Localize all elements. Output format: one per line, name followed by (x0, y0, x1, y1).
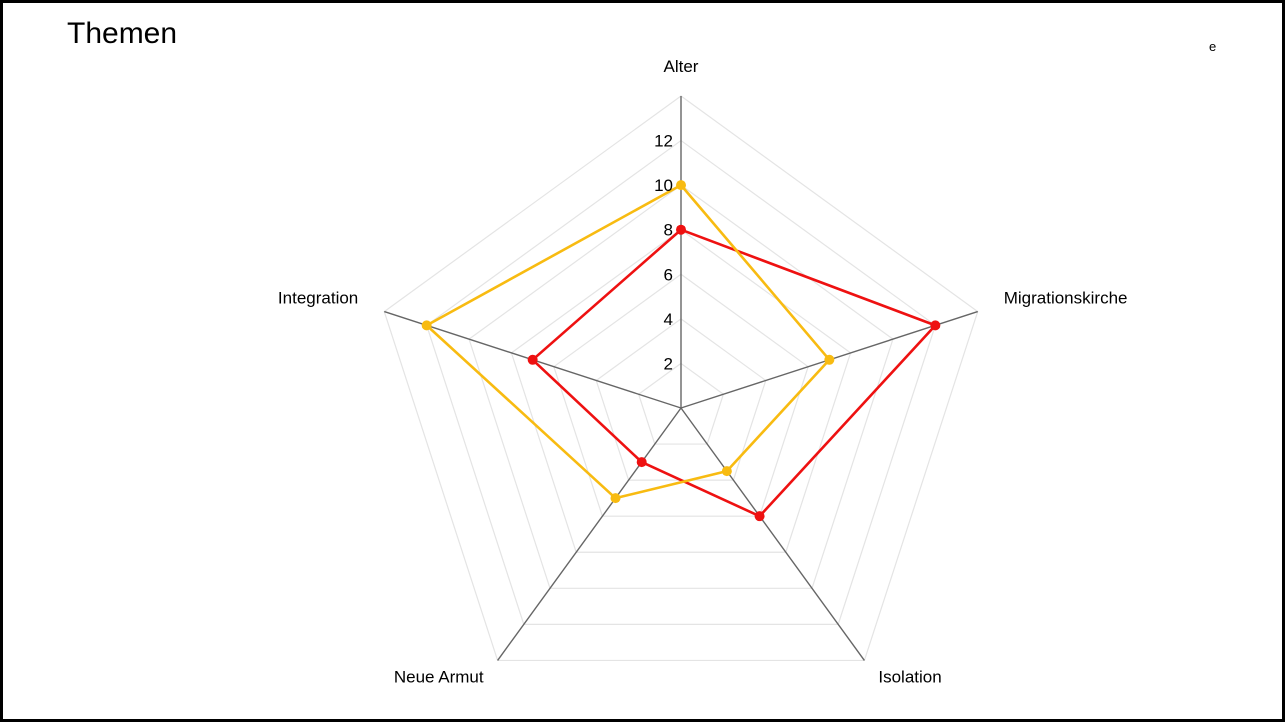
radar-series (421, 180, 941, 522)
radar-labels: 2 4 6 8 10 12 Alter Migrationskirche Isolation Ne… (278, 57, 1128, 686)
data-point (421, 320, 432, 331)
grid-ring (637, 362, 725, 445)
data-point (676, 180, 686, 191)
category-label: Isolation (878, 667, 941, 686)
grid-ring (425, 139, 937, 625)
axis-spoke (497, 407, 682, 661)
data-point (610, 493, 621, 504)
tick-label: 4 (664, 310, 673, 329)
category-label: Migrationskirche (1004, 289, 1128, 308)
radar-grid (383, 95, 979, 662)
category-label: Neue Armut (394, 667, 484, 686)
grid-ring (553, 273, 809, 517)
series-line (531, 228, 937, 518)
data-point (636, 457, 647, 468)
axis-spoke (680, 407, 865, 661)
data-point (824, 354, 835, 365)
category-label: Integration (278, 289, 358, 308)
tick-label: 12 (654, 132, 673, 151)
tick-label: 6 (664, 265, 673, 284)
data-point (754, 511, 765, 522)
tick-label: 8 (664, 221, 673, 240)
data-point (676, 224, 686, 235)
grid-ring (510, 228, 852, 553)
tick-label: 10 (654, 176, 673, 195)
page-title: Themen (67, 17, 178, 50)
corner-mark: e (1209, 39, 1217, 54)
data-point (527, 354, 538, 365)
series-line (425, 183, 831, 500)
grid-ring (383, 95, 979, 662)
data-point (930, 320, 941, 331)
category-label: Alter (664, 57, 699, 76)
data-point (721, 466, 732, 477)
grid-ring (468, 184, 894, 589)
tick-label: 2 (664, 354, 673, 373)
